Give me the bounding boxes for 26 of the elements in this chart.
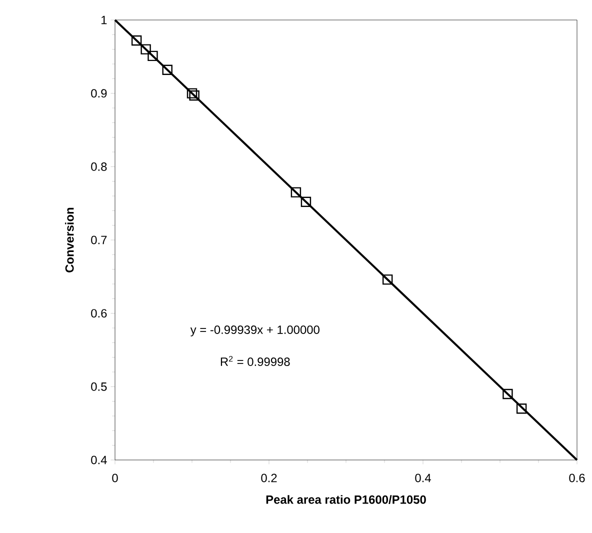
point	[189, 90, 200, 101]
y-tick-label: 0.6	[91, 309, 107, 318]
point	[382, 274, 393, 285]
y-tick-label: 0.9	[91, 89, 107, 98]
annotation: y = -0.99939x + 1.00000	[190, 326, 320, 336]
point	[131, 35, 142, 46]
point	[502, 388, 513, 400]
x-tick-label: 0.6	[569, 474, 585, 482]
y-tick-label: 0.4	[91, 456, 107, 464]
point	[162, 64, 172, 75]
x-tick-label: 0.2	[261, 474, 277, 482]
y-tick-label: 0.7	[91, 236, 107, 244]
y-tick-label: 1	[101, 16, 107, 24]
point	[300, 196, 312, 207]
x-tick-label: 0.4	[415, 474, 431, 482]
y-tick-label: 0.5	[91, 382, 107, 391]
point	[186, 88, 198, 98]
y-tick-label: 0.8	[91, 162, 107, 171]
annotation: R$^{2}$ = 0.99998	[220, 356, 290, 366]
y-axis-title: Conversion	[65, 208, 74, 272]
x-axis-title: Peak area ratio P1600/P1050	[266, 495, 426, 504]
point	[516, 404, 527, 414]
point	[290, 187, 302, 198]
x-tick-label: 0	[112, 474, 118, 482]
point	[148, 50, 158, 62]
point	[140, 44, 151, 54]
